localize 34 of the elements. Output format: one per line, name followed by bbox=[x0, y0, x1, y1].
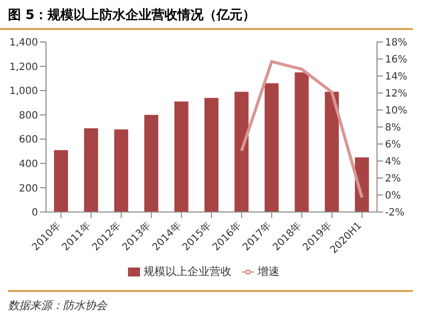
chart-title: 图 5：规模以上防水企业营收情况（亿元） bbox=[0, 0, 413, 30]
bar bbox=[324, 92, 339, 212]
y2-tick-label: 12% bbox=[385, 88, 408, 100]
y-tick-label: 1,000 bbox=[9, 86, 38, 98]
bar bbox=[144, 114, 158, 212]
line-series bbox=[240, 60, 364, 200]
y2-tick-label: 16% bbox=[385, 54, 408, 66]
y2-tick-label: 6% bbox=[385, 140, 401, 151]
bar bbox=[84, 128, 98, 212]
y-tick-label: 0 bbox=[32, 208, 38, 219]
y2-tick-label: 2% bbox=[385, 174, 401, 185]
y2-tick-label: 14% bbox=[385, 72, 408, 83]
y2-tick-label: 4% bbox=[385, 156, 401, 168]
y-tick-label: 1,400 bbox=[9, 38, 38, 49]
y2-tick-label: -2% bbox=[385, 208, 404, 219]
legend-label: 增速 bbox=[258, 265, 280, 278]
source-note: 数据来源：防水协会 bbox=[8, 290, 413, 313]
y2-tick-label: 8% bbox=[385, 122, 401, 134]
y2-tick-label: 10% bbox=[385, 106, 408, 117]
bar bbox=[174, 102, 188, 212]
bar bbox=[204, 98, 218, 212]
bar bbox=[234, 92, 249, 212]
y-tick-label: 400 bbox=[18, 158, 38, 170]
bar bbox=[294, 72, 309, 212]
y2-tick-label: 0% bbox=[385, 190, 401, 202]
y-tick-label: 800 bbox=[18, 110, 38, 122]
y-tick-label: 1,200 bbox=[9, 62, 38, 73]
bar bbox=[114, 129, 128, 212]
legend-label: 规模以上企业营收 bbox=[144, 265, 232, 278]
y-tick-label: 200 bbox=[18, 183, 38, 194]
bar bbox=[54, 150, 68, 212]
y-tick-label: 600 bbox=[18, 134, 38, 146]
y2-tick-label: 18% bbox=[385, 38, 408, 49]
bar bbox=[264, 83, 279, 212]
